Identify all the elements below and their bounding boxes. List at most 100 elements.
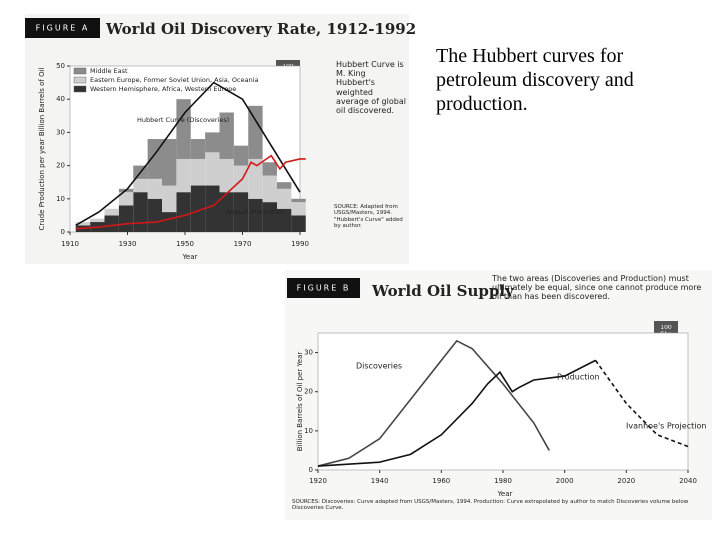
bar-segment bbox=[162, 185, 177, 213]
x-tick-label: 1960 bbox=[432, 477, 450, 485]
bar-segment bbox=[277, 182, 292, 189]
annotation: Discoveries bbox=[356, 362, 402, 371]
y-tick-label: 20 bbox=[56, 162, 65, 170]
x-tick-label: 1920 bbox=[309, 477, 327, 485]
legend-label: Western Hemisphere, Africa, Western Euro… bbox=[90, 85, 236, 93]
y-tick-label: 0 bbox=[309, 466, 313, 474]
y-tick-label: 20 bbox=[304, 388, 313, 396]
caption: The Hubbert curves for petroleum discove… bbox=[436, 45, 634, 115]
series-line bbox=[594, 359, 689, 448]
x-tick-label: 1940 bbox=[371, 477, 389, 485]
source-box: SOURCES: Discoveries: Curve adapted from… bbox=[292, 499, 689, 512]
bar-segment bbox=[176, 158, 191, 193]
bar-segment bbox=[205, 152, 220, 186]
note: Hubbert Curve is M. King Hubbert's weigh… bbox=[336, 60, 406, 115]
y-axis-label: Crude Production per year Billion Barrel… bbox=[38, 67, 46, 230]
bar-segment bbox=[219, 112, 234, 159]
bar-segment bbox=[147, 178, 162, 199]
caption-box: The Hubbert curves for petroleum discove… bbox=[436, 45, 634, 115]
chart-title: World Oil Supply bbox=[371, 282, 515, 300]
x-tick-label: 1910 bbox=[61, 240, 79, 248]
y-tick-label: 50 bbox=[56, 62, 65, 70]
bar-segment bbox=[262, 162, 277, 176]
figure-label-bg bbox=[287, 278, 360, 298]
note-box: The two areas (Discoveries and Productio… bbox=[492, 274, 702, 302]
series-line bbox=[317, 339, 550, 467]
y-axis-label: Billion Barrels of Oil per Year bbox=[296, 352, 304, 452]
bar-segment bbox=[104, 208, 119, 216]
bar-segment bbox=[248, 105, 263, 159]
bar-segment bbox=[90, 218, 105, 223]
legend-label: Eastern Europe, Former Soviet Union, Asi… bbox=[90, 76, 259, 84]
bar-segment bbox=[248, 198, 263, 232]
bar-segment bbox=[262, 202, 277, 232]
bar-segment bbox=[233, 145, 249, 166]
bar-segment bbox=[233, 192, 249, 232]
y-tick-label: 30 bbox=[304, 349, 313, 357]
bar-segment bbox=[291, 215, 306, 232]
bar-segment bbox=[104, 215, 119, 232]
bar-segment bbox=[233, 165, 249, 193]
x-axis-label: Year bbox=[182, 253, 198, 261]
x-tick-label: 1980 bbox=[494, 477, 512, 485]
x-tick-label: 2040 bbox=[679, 477, 697, 485]
x-tick-label: 2020 bbox=[617, 477, 635, 485]
bar-segment bbox=[219, 192, 234, 232]
bar-segment bbox=[219, 158, 234, 193]
y-tick-label: 10 bbox=[56, 195, 65, 203]
x-axis-label: Year bbox=[497, 490, 513, 498]
bar-segment bbox=[118, 192, 134, 206]
x-tick-label: 1930 bbox=[119, 240, 137, 248]
bar-segment bbox=[291, 202, 306, 216]
note-box: Hubbert Curve is M. King Hubbert's weigh… bbox=[336, 60, 406, 115]
legend-swatch bbox=[73, 85, 87, 93]
bar-segment bbox=[133, 192, 148, 232]
plot-area bbox=[317, 332, 689, 471]
series-line bbox=[75, 154, 306, 230]
figure-label: FIGURE B bbox=[297, 284, 351, 293]
annotation: Ivanhoe's Projection bbox=[626, 422, 706, 431]
figure-label: FIGURE A bbox=[36, 24, 90, 33]
bar-segment bbox=[190, 185, 206, 232]
annotation: Hubbert Curve (Discoveries) bbox=[137, 116, 229, 124]
series-line bbox=[317, 359, 596, 467]
x-tick-label: 2000 bbox=[556, 477, 574, 485]
source: SOURCES: Discoveries: Curve adapted from… bbox=[292, 499, 689, 512]
x-tick-label: 1970 bbox=[234, 240, 252, 248]
bar-segment bbox=[133, 178, 148, 193]
annotation: Production bbox=[557, 373, 600, 382]
figure-label-bg bbox=[25, 18, 100, 38]
x-tick-label: 1950 bbox=[176, 240, 194, 248]
bar-segment bbox=[291, 198, 306, 203]
bar-segment bbox=[176, 192, 191, 232]
series-line bbox=[75, 81, 301, 227]
y-tick-label: 30 bbox=[56, 128, 65, 136]
bar-segment bbox=[147, 139, 162, 179]
bar-segment bbox=[262, 175, 277, 203]
x-tick-label: 1990 bbox=[291, 240, 309, 248]
bar-segment bbox=[75, 222, 91, 226]
y-tick-label: 10 bbox=[304, 427, 313, 435]
y-tick-label: 0 bbox=[61, 228, 65, 236]
y-tick-label: 40 bbox=[56, 95, 65, 103]
legend-swatch bbox=[73, 76, 87, 84]
legend-label: Middle East bbox=[90, 67, 128, 75]
legend-swatch bbox=[73, 67, 87, 75]
bar-segment bbox=[205, 132, 220, 153]
bar-segment bbox=[147, 198, 162, 232]
source: SOURCE: Adapted from USGS/Masters, 1994.… bbox=[334, 204, 403, 229]
bar-segment bbox=[190, 158, 206, 186]
source-box: SOURCE: Adapted from USGS/Masters, 1994.… bbox=[334, 204, 403, 229]
note: The two areas (Discoveries and Productio… bbox=[492, 274, 702, 302]
bar-segment bbox=[277, 188, 292, 209]
bar-segment bbox=[162, 212, 177, 232]
bar-segment bbox=[118, 205, 134, 232]
bar-segment bbox=[176, 99, 191, 159]
bar-segment bbox=[277, 208, 292, 232]
bar-segment bbox=[248, 158, 263, 199]
bar-segment bbox=[190, 139, 206, 159]
bar-segment bbox=[205, 185, 220, 232]
bar-segment bbox=[162, 139, 177, 186]
